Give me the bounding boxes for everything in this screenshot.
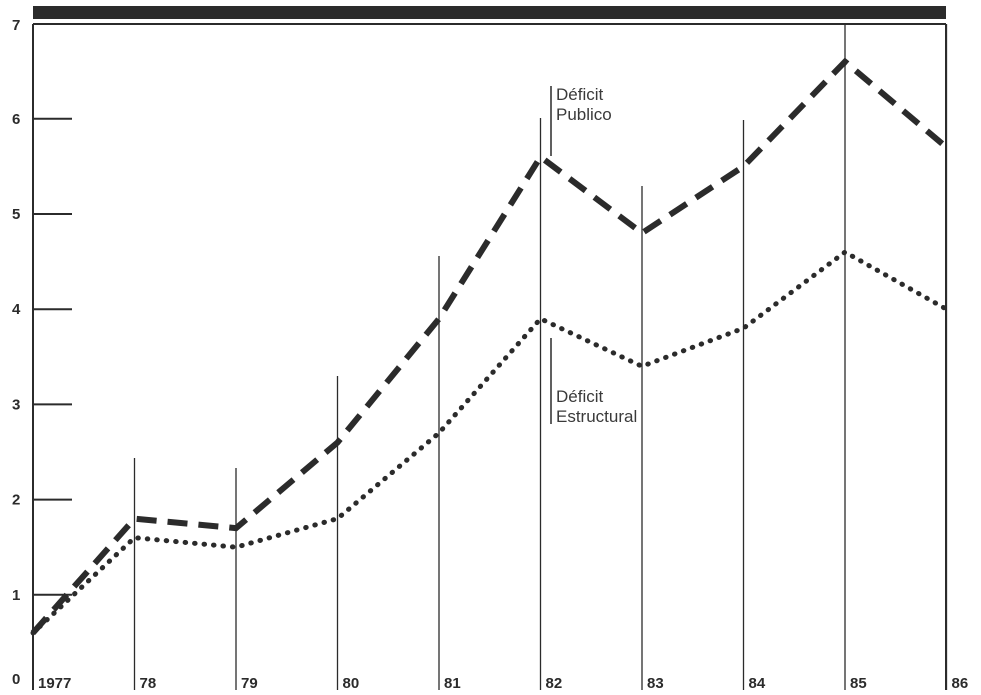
x-tick-label-84: 84 (749, 675, 766, 692)
data-point-estructural-82 (538, 316, 543, 321)
x-tick-label-82: 82 (546, 675, 563, 692)
data-point-estructural-81 (437, 430, 442, 435)
x-axis-ticks: 1977 78 79 80 81 82 83 84 85 86 (38, 675, 968, 692)
data-point-publico-80 (335, 440, 340, 445)
y-tick-label-0: 0 (12, 671, 20, 688)
data-point-estructural-85 (843, 250, 848, 255)
top-bar (33, 6, 946, 19)
data-point-publico-78 (132, 516, 137, 521)
x-tick-label-1977: 1977 (38, 675, 71, 692)
data-point-publico-79 (234, 526, 239, 531)
data-point-publico-83 (640, 231, 645, 236)
y-tick-label-6: 6 (12, 111, 20, 128)
data-point-publico-81 (437, 316, 442, 321)
data-point-estructural-84 (741, 326, 746, 331)
data-point-publico-86 (944, 145, 949, 150)
x-tick-label-81: 81 (444, 675, 461, 692)
y-tick-label-5: 5 (12, 206, 20, 223)
y-tick-label-3: 3 (12, 396, 20, 413)
series-line-deficit-publico (30, 57, 949, 635)
series-annotations: Déficit Publico Déficit Estructural (550, 85, 637, 426)
x-tick-label-85: 85 (850, 675, 867, 692)
series-layer (30, 57, 949, 636)
y-tick-label-4: 4 (12, 301, 21, 318)
vertical-gridlines (133, 24, 948, 690)
x-tick-label-79: 79 (241, 675, 258, 692)
data-point-publico-84 (741, 164, 746, 169)
y-tick-label-2: 2 (12, 492, 20, 509)
y-axis-ticks: 0 1 2 3 4 5 6 7 (12, 17, 72, 688)
x-tick-label-83: 83 (647, 675, 664, 692)
data-point-estructural-78 (132, 535, 137, 540)
x-tick-label-80: 80 (343, 675, 360, 692)
data-point-estructural-1977 (31, 630, 36, 635)
x-tick-label-86: 86 (952, 675, 969, 692)
annotation-publico-line-2: Publico (556, 105, 612, 124)
annotation-estructural-line-2: Estructural (556, 407, 637, 426)
data-point-publico-85 (843, 59, 848, 64)
annotation-publico-line-1: Déficit (556, 85, 604, 104)
data-point-estructural-80 (335, 516, 340, 521)
series-line-deficit-estructural (30, 249, 949, 636)
x-tick-label-78: 78 (140, 675, 157, 692)
data-point-publico-82 (538, 154, 543, 159)
data-point-estructural-79 (234, 545, 239, 550)
y-tick-label-7: 7 (12, 17, 20, 34)
data-point-estructural-83 (640, 364, 645, 369)
annotation-estructural-line-1: Déficit (556, 387, 604, 406)
data-point-estructural-86 (944, 307, 949, 312)
y-tick-label-1: 1 (12, 587, 20, 604)
